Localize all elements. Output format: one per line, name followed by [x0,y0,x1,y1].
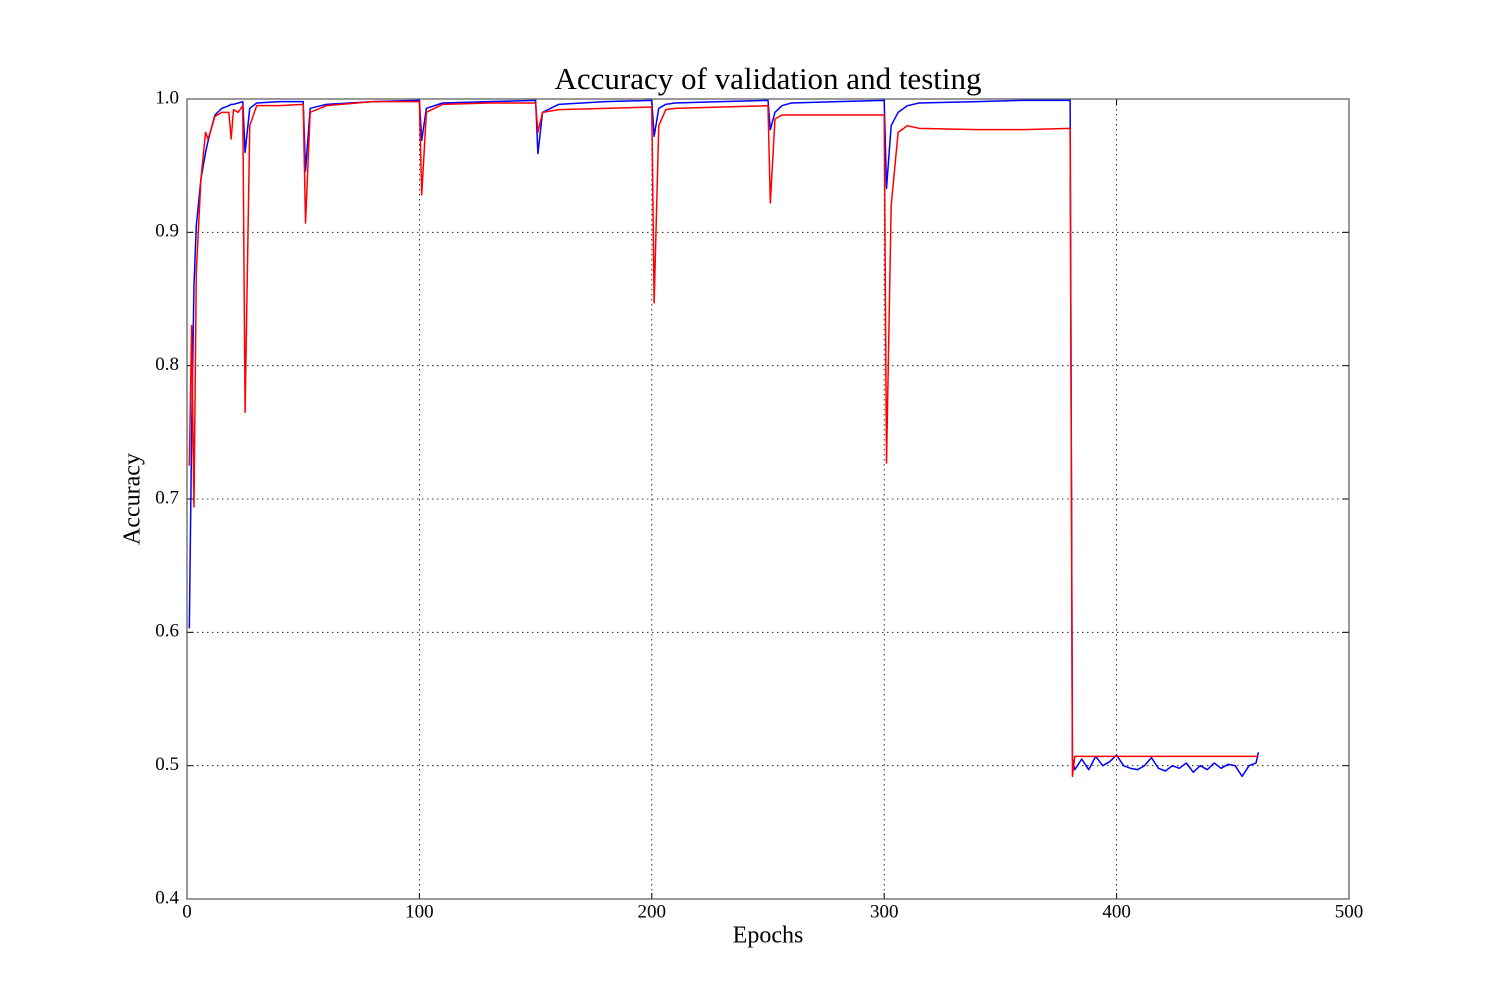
chart-title: Accuracy of validation and testing [555,61,982,96]
y-tick-label: 0.7 [155,487,179,508]
data-line [188,100,1259,778]
y-tick-label: 0.6 [155,621,179,642]
plot-frame [186,98,1350,900]
x-tick-label: 400 [1102,901,1131,922]
y-axis-label: Accuracy [120,453,146,545]
x-tick-label: 200 [638,901,667,922]
y-tick-label: 0.8 [155,354,179,375]
x-tick-label: 300 [870,901,899,922]
y-tick-label: 0.4 [155,887,179,908]
data-line [188,99,1260,778]
x-axis-label: Epochs [733,923,804,949]
x-tick-label: 0 [182,901,192,922]
y-tick-label: 0.5 [155,754,179,775]
y-tick-label: 1.0 [155,87,179,108]
x-tick-label: 500 [1335,901,1364,922]
x-tick-label: 100 [405,901,434,922]
y-tick-label: 0.9 [155,221,179,242]
